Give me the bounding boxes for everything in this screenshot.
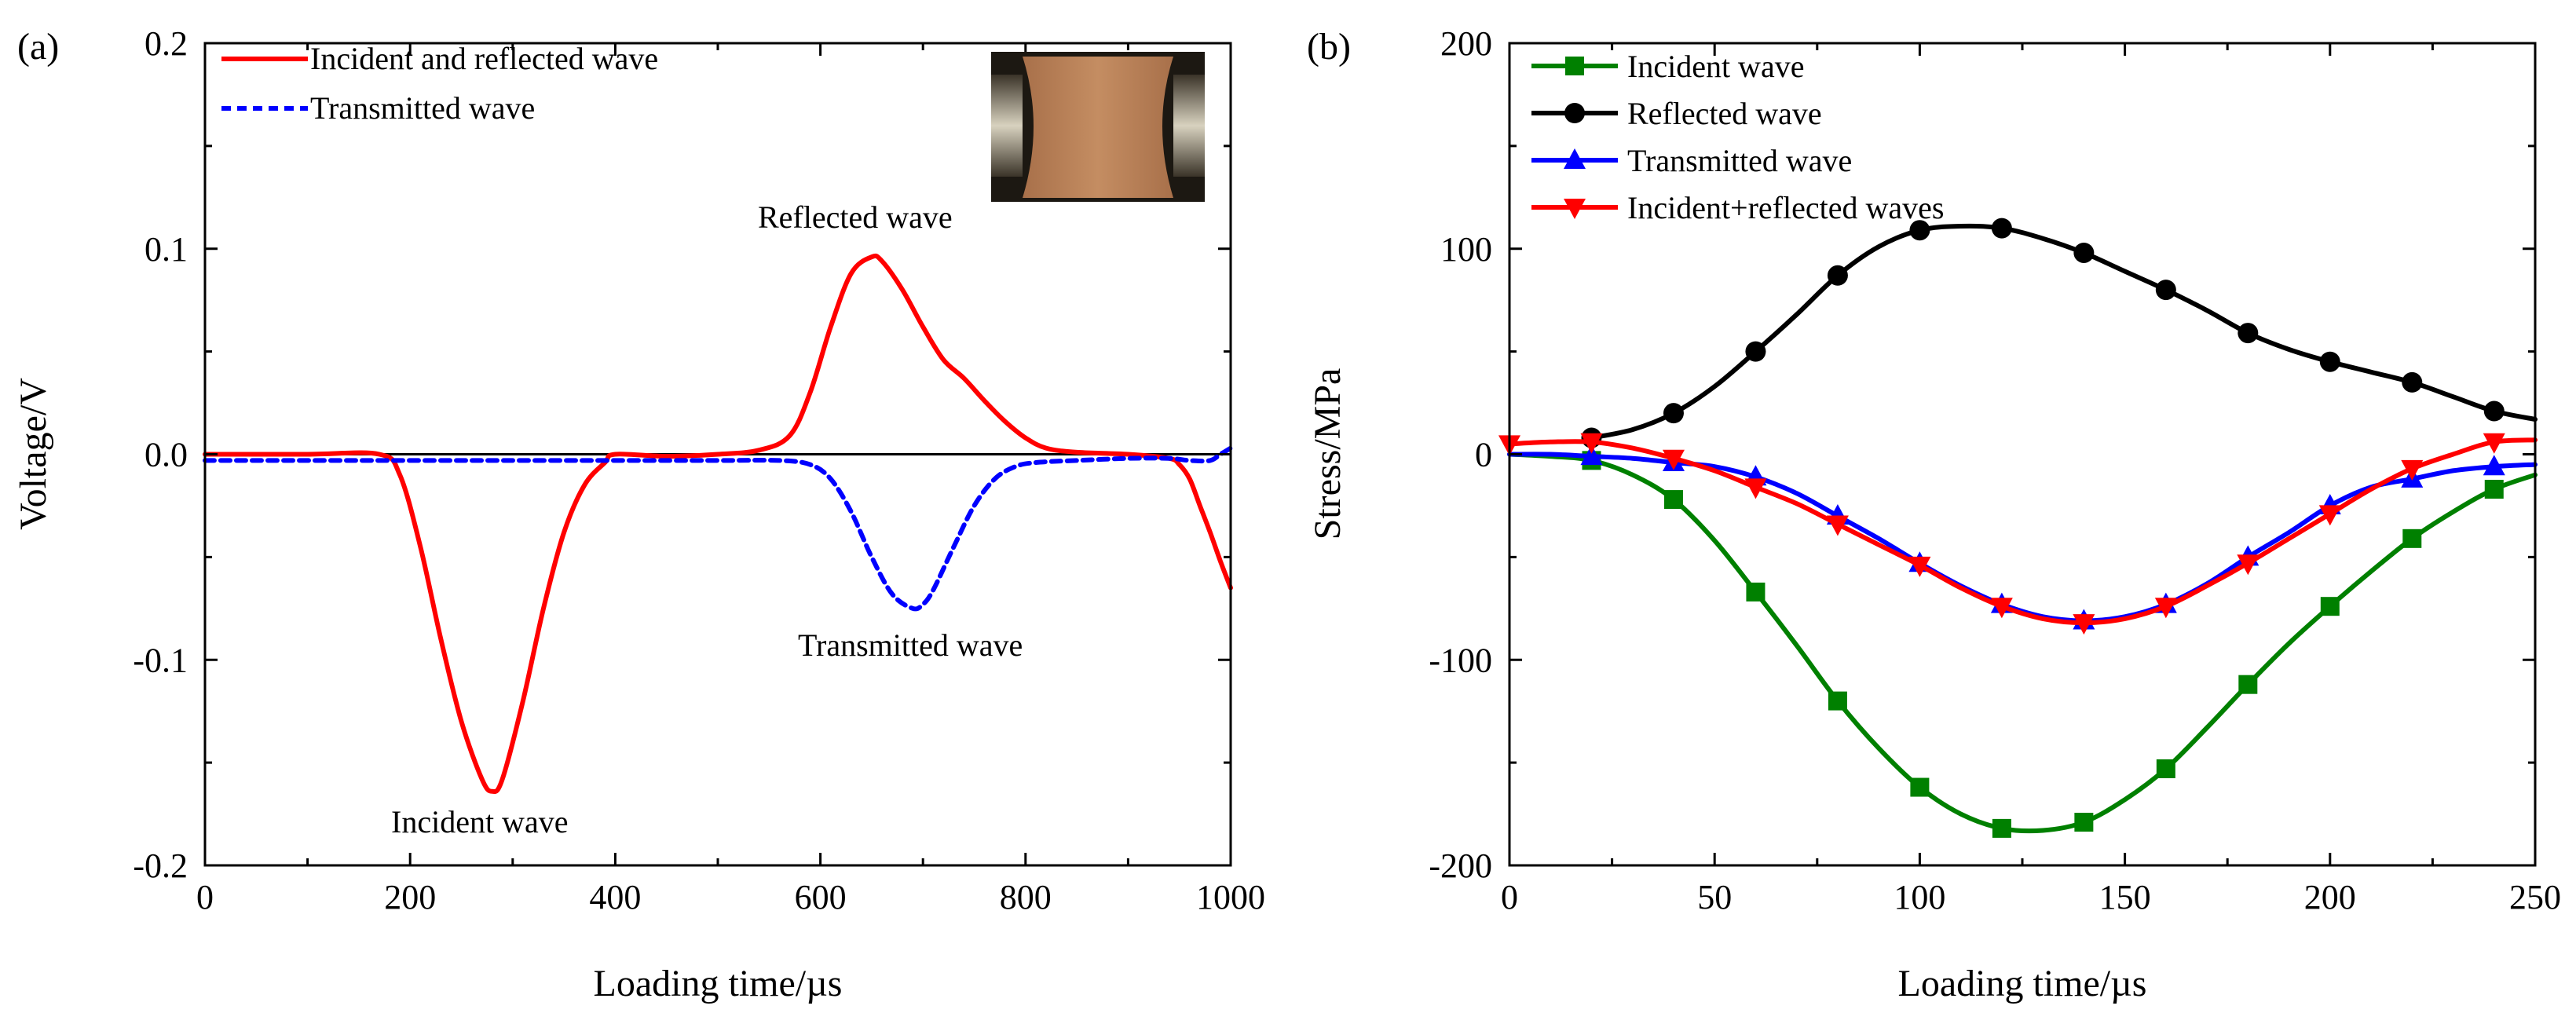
panel-a-ticks (203, 42, 1232, 867)
panel-a-x-axis-label: Loading time/µs (594, 963, 843, 1004)
y-tick-label: 0.0 (145, 436, 188, 474)
y-tick-label: -200 (1429, 847, 1492, 885)
data-point-marker (2320, 597, 2340, 616)
data-point-marker (2074, 813, 2094, 832)
legend-swatch-marker (1564, 103, 1585, 123)
panel-b-label: (b) (1307, 26, 1351, 68)
panel-b-y-axis-label: Stress/MPa (1307, 368, 1348, 540)
panel-b-stress-chart: (b) 0 50 100 150 200 250 -200 -100 0 100 200 Loadi… (1307, 24, 2561, 1004)
panel-a-label: (a) (17, 26, 59, 68)
legend-swatch-marker (1565, 57, 1584, 75)
panel-a-series (203, 253, 1233, 795)
specimen-photo-inset (991, 52, 1205, 202)
data-point-marker (2154, 598, 2177, 619)
data-point-marker (2319, 351, 2340, 372)
x-tick-label: 0 (196, 878, 214, 916)
data-point-marker (2238, 675, 2258, 694)
data-point-marker (2073, 242, 2095, 263)
data-point-marker (1745, 341, 1766, 362)
legend-swatch-marker (1564, 199, 1586, 219)
data-point-marker (1991, 218, 2012, 239)
data-point-marker (1992, 818, 2011, 838)
x-tick-label: 50 (1697, 878, 1732, 916)
panel-b-legend-incident-reflected: Incident+reflected waves (1627, 190, 1944, 225)
series-line-transmitted-wave (203, 445, 1233, 612)
y-tick-label: -100 (1429, 641, 1492, 679)
x-tick-label: 1000 (1196, 878, 1265, 916)
data-point-marker (1663, 490, 1683, 510)
data-point-marker (1908, 556, 1931, 577)
panel-b-legend: Incident wave Reflected wave Transmitted… (1531, 49, 1944, 225)
series-line-incident-reflected-waves (1507, 437, 2538, 626)
data-point-marker (2238, 323, 2259, 344)
data-point-marker (2237, 554, 2259, 576)
data-point-marker (1662, 449, 1685, 470)
data-point-marker (1826, 515, 1849, 536)
data-point-marker (2483, 400, 2505, 422)
data-point-marker (1828, 691, 1847, 711)
x-tick-label: 150 (2099, 878, 2151, 916)
y-tick-label: -0.1 (133, 641, 188, 679)
annotation-transmitted-wave: Transmitted wave (798, 627, 1023, 663)
y-tick-label: 100 (1440, 230, 1492, 269)
panel-b-legend-reflected: Reflected wave (1627, 96, 1822, 131)
panel-b-x-axis-label: Loading time/µs (1898, 963, 2147, 1004)
panel-b-tick-labels: 0 50 100 150 200 250 -200 -100 0 100 200 (1429, 24, 2561, 916)
series-line-incident-wave (1507, 452, 2538, 834)
x-tick-label: 250 (2509, 878, 2561, 916)
panel-a-tick-labels: 0 200 400 600 800 1000 -0.2 -0.1 0.0 0.1 0.2 (133, 24, 1265, 916)
y-tick-label: -0.2 (133, 847, 188, 885)
data-point-marker (1990, 598, 2013, 619)
y-tick-label: 0.2 (145, 24, 188, 63)
legend-swatch-marker (1564, 148, 1586, 169)
x-tick-label: 600 (795, 878, 847, 916)
data-point-marker (2483, 455, 2505, 476)
data-point-marker (2073, 614, 2095, 635)
x-tick-label: 0 (1501, 878, 1518, 916)
x-tick-label: 800 (1000, 878, 1052, 916)
panel-b-legend-transmitted: Transmitted wave (1627, 143, 1852, 178)
annotation-incident-wave: Incident wave (391, 804, 568, 839)
data-point-marker (2402, 528, 2422, 548)
panel-b-legend-incident: Incident wave (1627, 49, 1804, 84)
panel-a-legend-incident-reflected: Incident and reflected wave (310, 41, 658, 76)
x-tick-label: 100 (1894, 878, 1945, 916)
series-line-reflected-wave (1589, 223, 2538, 441)
series-line-incident-and-reflected-wave (203, 253, 1233, 795)
data-point-marker (2484, 479, 2504, 499)
panel-a-y-axis-label: Voltage/V (13, 378, 54, 530)
data-point-marker (1910, 777, 1930, 797)
data-point-marker (1580, 433, 1603, 454)
data-point-marker (1827, 265, 1848, 286)
panel-b-ticks (1508, 42, 2537, 867)
series-line-transmitted-wave (1507, 452, 2538, 624)
data-point-marker (1663, 403, 1684, 424)
data-point-marker (2318, 505, 2341, 526)
data-point-marker (1746, 582, 1766, 602)
data-point-marker (1744, 478, 1767, 499)
data-point-marker (1580, 444, 1603, 466)
data-point-marker (2155, 280, 2176, 301)
x-tick-label: 400 (589, 878, 641, 916)
x-tick-label: 200 (2304, 878, 2356, 916)
y-tick-label: 200 (1440, 24, 1492, 63)
data-point-marker (2156, 759, 2175, 778)
annotation-reflected-wave: Reflected wave (758, 199, 953, 235)
y-tick-label: 0.1 (145, 230, 188, 269)
x-tick-label: 200 (384, 878, 436, 916)
panel-a-voltage-chart: (a) 0 200 400 600 800 1000 -0.2 -0.1 0.0 0.1 0.2 L… (13, 24, 1265, 1004)
y-tick-label: 0 (1475, 436, 1492, 474)
panel-a-legend-transmitted: Transmitted wave (310, 90, 535, 126)
panel-b-series (1498, 218, 2538, 838)
data-point-marker (2401, 459, 2424, 481)
data-point-marker (2402, 371, 2423, 393)
data-point-marker (1909, 220, 1930, 241)
data-point-marker (2483, 433, 2505, 454)
